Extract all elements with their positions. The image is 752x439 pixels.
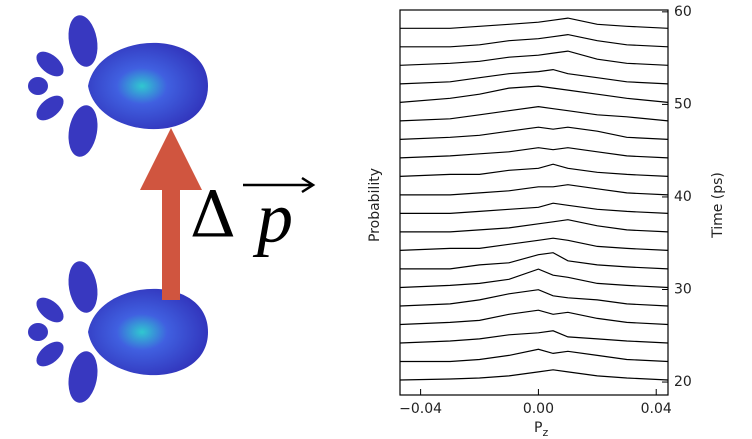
y2-tick-label: 60: [674, 4, 692, 20]
plot-frame: [399, 9, 669, 396]
trace: [399, 268, 669, 289]
trace: [399, 289, 669, 307]
y2-tick-label: 30: [674, 281, 692, 297]
orbital-bottom: [28, 258, 209, 406]
trace: [400, 184, 669, 196]
y2-tick-label: 20: [674, 374, 692, 390]
x-tick-label: 0.04: [641, 401, 672, 417]
trace: [399, 105, 669, 122]
y2-axis-label: Time (ps): [710, 172, 726, 239]
trace-fill: [400, 369, 668, 395]
y-axis-label: Probability: [367, 168, 383, 242]
trace: [399, 369, 669, 381]
vector-arrow: [243, 176, 316, 194]
trace: [399, 50, 669, 66]
x-axis-label: Pz: [534, 420, 548, 439]
y2-tick-label: 50: [674, 96, 692, 112]
x-tick-label: −0.04: [399, 401, 442, 417]
x-axis-label-sub: z: [542, 426, 548, 439]
y2-tick-label: 40: [674, 189, 692, 205]
x-tick-label: 0.00: [523, 401, 554, 417]
arrow: [140, 128, 202, 300]
x-axis-label-main: P: [534, 420, 542, 436]
trace: [399, 309, 669, 326]
orbital-top: [28, 12, 209, 160]
trace: [400, 17, 669, 29]
trace: [400, 219, 669, 233]
vector-symbol: p: [252, 178, 293, 258]
trace: [399, 126, 669, 140]
trace: [399, 147, 669, 159]
trace: [399, 163, 669, 177]
trace: [400, 202, 669, 214]
trace: [400, 33, 669, 48]
trace: [399, 330, 669, 344]
trace: [399, 237, 669, 251]
trace: [399, 68, 669, 85]
trace: [400, 252, 669, 270]
delta: Δ: [190, 179, 236, 253]
trace: [400, 348, 669, 363]
trace: [399, 85, 669, 103]
